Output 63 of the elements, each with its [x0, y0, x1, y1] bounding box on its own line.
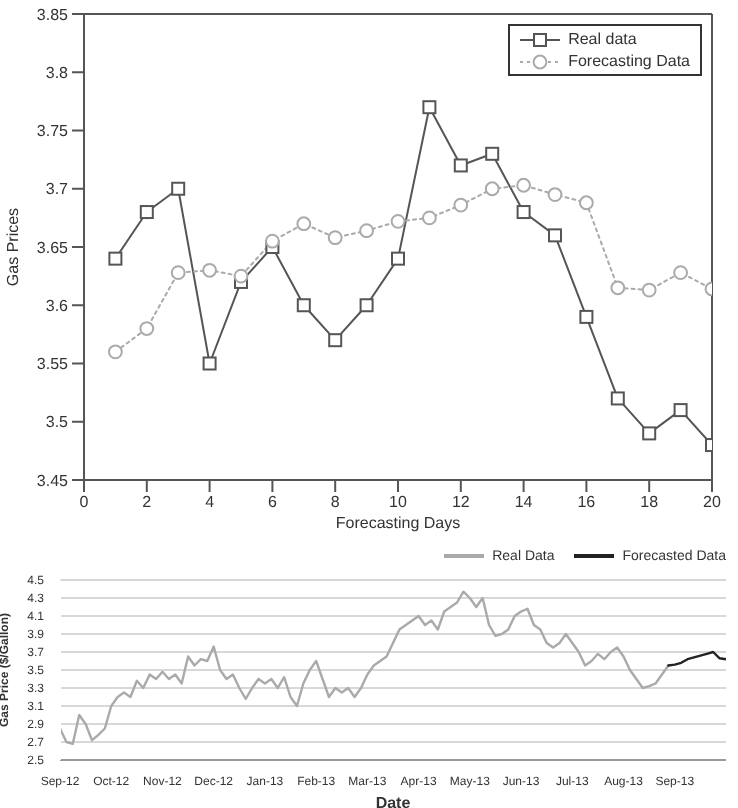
point [328, 333, 343, 348]
y-tick-label: 3.45 [36, 471, 70, 490]
point [610, 391, 625, 406]
x-tick-label: 20 [703, 493, 722, 512]
point [422, 100, 437, 115]
line-series [60, 590, 670, 745]
point [139, 205, 154, 220]
y-tick-label: 3.75 [36, 122, 70, 141]
x-tick-label: 4 [205, 493, 216, 512]
y-tick-label: 3.85 [36, 5, 70, 24]
x-axis-title: Date [375, 794, 412, 808]
point [516, 177, 531, 193]
y-tick-label: 3.5 [45, 413, 70, 432]
legend-label: Real data [568, 30, 637, 48]
point [359, 298, 374, 313]
point [265, 233, 280, 249]
point [484, 181, 500, 197]
point [642, 426, 657, 441]
x-tick-label: 16 [577, 493, 597, 512]
y-tick-label: 3.6 [45, 296, 70, 315]
y-tick-label: 3.7 [45, 180, 70, 199]
y-axis-title: Gas Prices [3, 207, 22, 287]
x-tick-label: 12 [451, 493, 471, 512]
point [610, 280, 626, 296]
point [202, 262, 217, 278]
x-tick-label: 18 [640, 493, 660, 512]
point [422, 210, 437, 226]
point [296, 298, 311, 313]
point [108, 251, 123, 266]
legend-label: Forecasting Data [568, 52, 690, 70]
x-tick-label: 10 [389, 493, 408, 512]
point [453, 158, 468, 173]
line-series [667, 650, 726, 667]
x-axis-title: Forecasting Days [335, 514, 461, 532]
point [673, 265, 688, 281]
point [673, 403, 688, 418]
x-tick-label: 6 [267, 493, 278, 512]
point [171, 181, 186, 196]
x-tick-label: 8 [330, 493, 341, 512]
point [579, 195, 594, 211]
x-tick-label: 14 [514, 493, 534, 512]
point [391, 251, 405, 266]
x-tick-label: 0 [79, 493, 90, 512]
point [108, 344, 123, 360]
point [516, 205, 531, 220]
point [641, 282, 657, 298]
y-tick-label: 3.65 [36, 238, 70, 257]
point [579, 309, 594, 324]
point [170, 265, 186, 281]
y-tick-label: 3.8 [45, 63, 70, 82]
point [548, 228, 562, 243]
point [202, 356, 217, 371]
point [139, 321, 155, 336]
point [359, 223, 374, 239]
point [485, 146, 500, 161]
x-tick-label: 2 [142, 493, 153, 512]
y-tick-label: 3.55 [36, 355, 70, 374]
point [453, 197, 469, 213]
point [390, 213, 406, 229]
point [296, 216, 312, 232]
point [547, 187, 563, 202]
point [327, 230, 343, 246]
point [233, 268, 249, 284]
